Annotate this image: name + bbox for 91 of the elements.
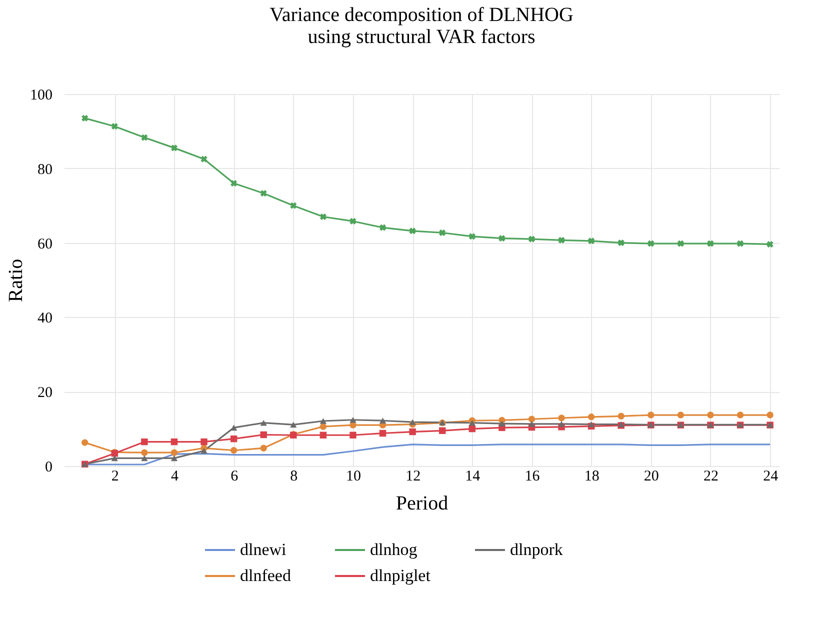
point <box>558 236 565 244</box>
point <box>230 447 238 454</box>
point <box>528 236 536 242</box>
y-tick-label: 20 <box>38 385 52 402</box>
point <box>111 123 118 130</box>
point <box>379 418 386 424</box>
x-tick-label: 8 <box>290 468 298 484</box>
x-tick-label: 18 <box>584 468 600 484</box>
point <box>736 412 744 418</box>
point <box>141 134 148 141</box>
point <box>290 422 297 428</box>
point <box>260 431 267 438</box>
point <box>618 412 624 420</box>
chart-title: Variance decomposition of DLNHOG using structural VAR factors <box>270 4 574 48</box>
point <box>141 438 148 446</box>
point <box>498 235 506 242</box>
y-axis-title: Ratio <box>5 258 27 302</box>
point <box>528 421 536 427</box>
point <box>558 414 565 422</box>
point <box>439 229 446 236</box>
legend-label: dlnewi <box>240 540 287 559</box>
point <box>230 180 238 187</box>
legend-label: dlnhog <box>370 540 418 559</box>
y-tick-label: 80 <box>38 162 52 178</box>
y-tick-label: 100 <box>30 88 52 104</box>
point <box>588 414 595 420</box>
point <box>766 412 774 418</box>
point <box>677 240 684 247</box>
legend-label: dlnpiglet <box>370 566 431 585</box>
point <box>588 238 595 244</box>
point <box>200 156 208 162</box>
point <box>498 420 506 426</box>
x-tick-label: 20 <box>644 468 659 484</box>
point <box>677 412 684 418</box>
y-tick-label: 0 <box>45 460 52 476</box>
point <box>588 421 595 428</box>
point <box>350 416 356 423</box>
point <box>468 233 476 240</box>
point <box>320 423 327 430</box>
point <box>618 239 624 246</box>
point <box>648 240 654 247</box>
point <box>379 224 386 231</box>
point <box>528 416 536 422</box>
legend-label: dlnpork <box>510 540 564 559</box>
point <box>409 228 416 234</box>
point <box>260 444 267 452</box>
point <box>439 427 446 434</box>
point <box>170 438 178 446</box>
point <box>230 435 238 442</box>
point <box>468 420 476 426</box>
point <box>409 428 416 436</box>
x-tick-label: 16 <box>524 468 540 484</box>
x-tick-label: 12 <box>406 468 421 484</box>
point <box>409 419 416 426</box>
x-tick-label: 2 <box>111 468 119 484</box>
point <box>766 240 774 248</box>
point <box>736 240 744 247</box>
point <box>707 240 714 247</box>
point <box>320 432 327 438</box>
point <box>379 430 386 437</box>
point <box>82 439 88 446</box>
point <box>350 432 356 438</box>
point <box>260 420 267 426</box>
point <box>200 438 208 446</box>
y-tick-label: 60 <box>38 236 52 252</box>
point <box>141 455 148 462</box>
x-tick-label: 14 <box>465 468 481 484</box>
point <box>260 190 267 197</box>
point <box>320 418 327 424</box>
x-tick-label: 6 <box>230 468 239 484</box>
y-tick-label: 40 <box>38 310 52 327</box>
x-tick-label: 24 <box>763 468 779 484</box>
point <box>82 114 88 122</box>
point <box>290 202 297 209</box>
x-tick-label: 22 <box>703 468 718 484</box>
point <box>170 455 178 462</box>
point <box>200 448 208 454</box>
x-axis-title: Period <box>396 492 448 514</box>
point <box>648 412 654 418</box>
point <box>141 449 148 456</box>
point <box>707 412 714 418</box>
x-tick-label: 10 <box>346 468 361 484</box>
point <box>350 218 356 225</box>
point <box>170 449 178 456</box>
point <box>320 213 327 220</box>
point <box>170 144 178 152</box>
point <box>230 424 238 431</box>
x-tick-label: 4 <box>170 468 179 484</box>
point <box>558 421 565 427</box>
legend-label: dlnfeed <box>240 566 292 585</box>
point <box>111 455 118 462</box>
